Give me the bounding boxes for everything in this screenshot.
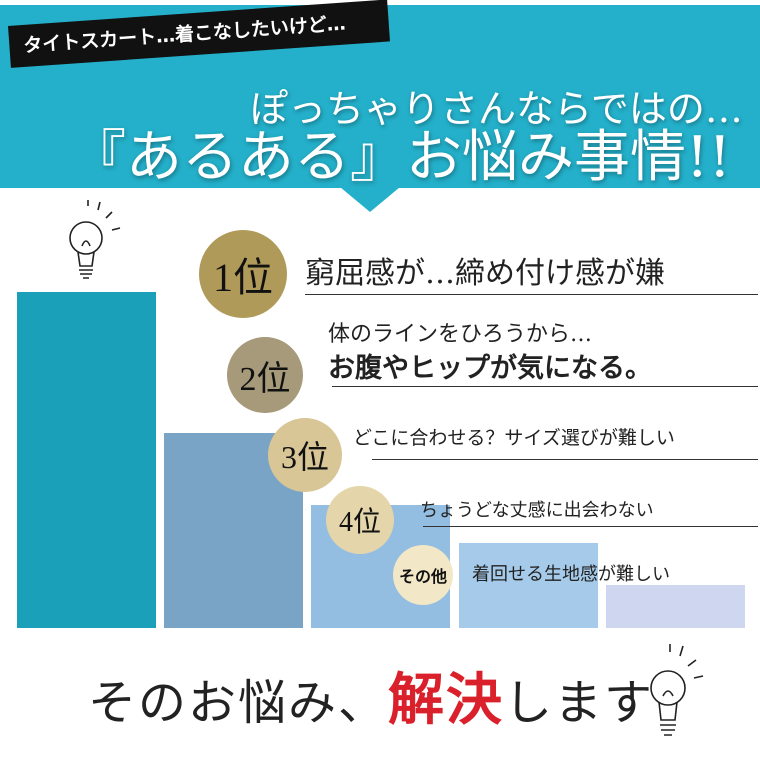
lightbulb-icon (650, 644, 704, 736)
closing-highlight: 解決 (388, 667, 505, 733)
rank-other-text: 着回せる生地感が難しい (472, 564, 670, 585)
rank-2-text-line2: お腹やヒップが気になる。 (328, 353, 652, 384)
rank-badge-3: 3位 (268, 418, 342, 492)
header-title: 『あるある』お悩み事情!! (70, 125, 732, 190)
divider (332, 386, 758, 387)
divider (372, 459, 758, 460)
rank-3-text: どこに合わせる？サイズ選びが難しい (353, 427, 675, 449)
rank-1-text: 窮屈感が…締め付け感が嫌 (305, 256, 665, 291)
rank-bar-4 (459, 543, 598, 628)
rank-badge-1: 1位 (199, 230, 287, 318)
rank-2-text-line1: 体のラインをひろうから… (328, 322, 593, 347)
rank-badge-other: その他 (393, 545, 453, 605)
divider (305, 294, 758, 295)
divider (423, 526, 758, 527)
closing-before: そのお悩み、 (88, 675, 389, 731)
rank-badge-4: 4位 (326, 486, 394, 554)
closing-message: そのお悩み、解決します (88, 655, 654, 736)
banner-pointer (340, 187, 400, 212)
rank-bar-other (606, 585, 745, 628)
rank-badge-2: 2位 (227, 337, 303, 413)
rank-bar-1 (17, 292, 156, 628)
rank-4-text: ちょうどな丈感に出会わない (420, 500, 654, 521)
header-subtitle: ぽっちゃりさんならではの… (250, 87, 743, 131)
lightbulb-icon (69, 200, 121, 279)
closing-after: します (504, 675, 655, 731)
